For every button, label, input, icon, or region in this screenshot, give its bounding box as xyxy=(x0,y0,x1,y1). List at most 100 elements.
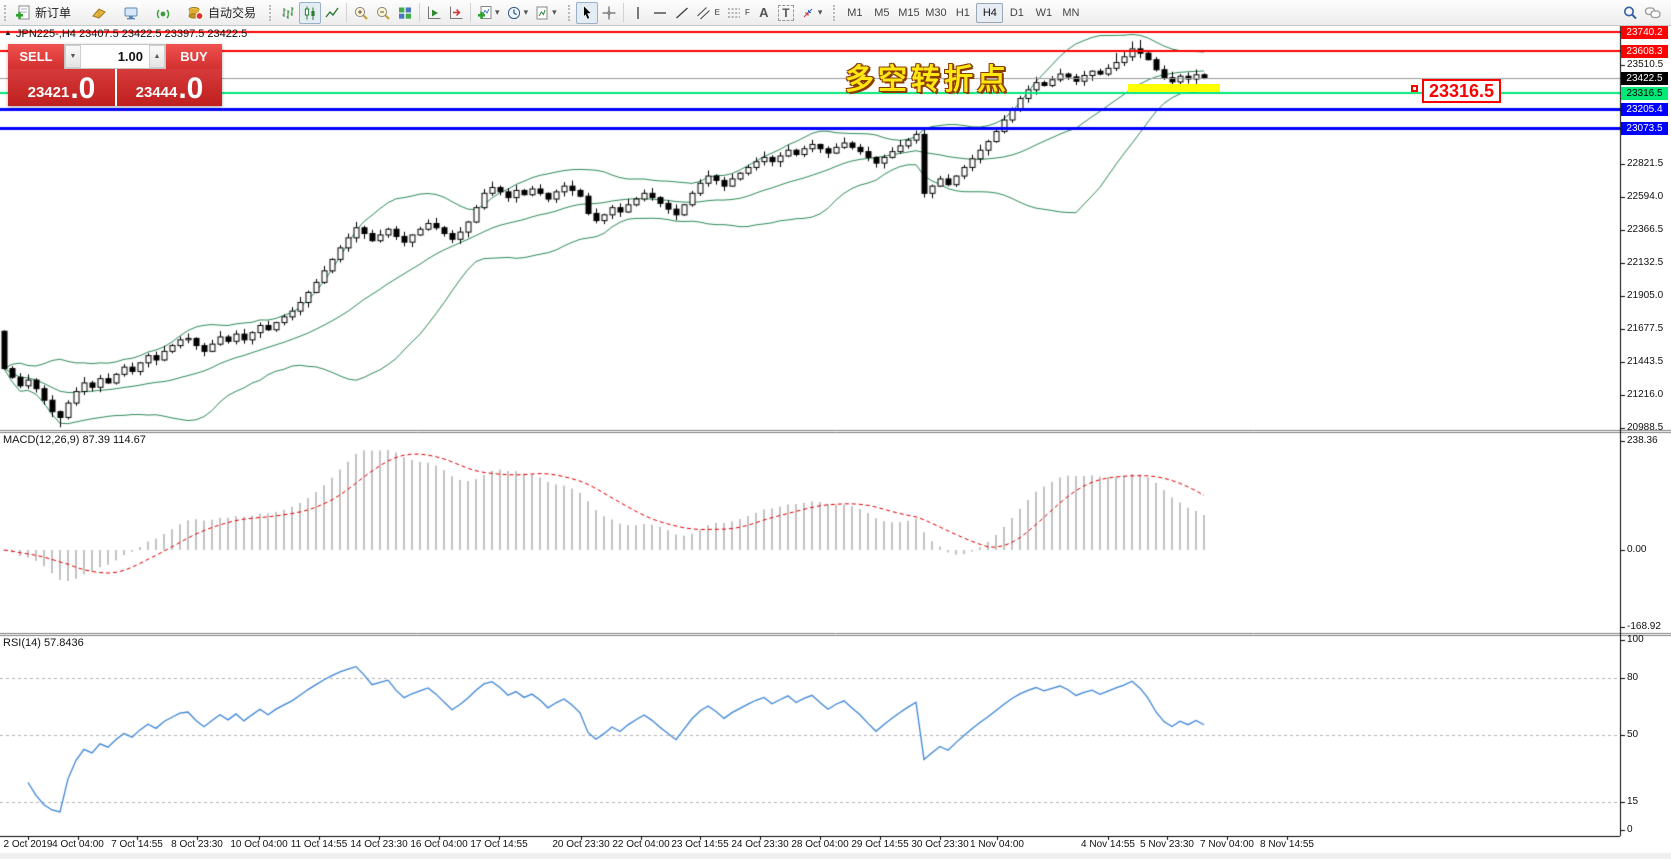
time-axis-label: 7 Oct 14:55 xyxy=(111,839,163,850)
time-axis-label: 17 Oct 14:55 xyxy=(470,839,528,850)
price-flag-label[interactable]: 23316.5 xyxy=(1422,79,1502,103)
bar-chart-button[interactable] xyxy=(277,2,299,24)
zoom-out-icon xyxy=(375,5,391,21)
text-tool-glyph: A xyxy=(759,5,769,20)
price-line-badge: 23205.4 xyxy=(1621,103,1668,117)
price-line-badge: 23608.3 xyxy=(1621,45,1668,59)
volume-input[interactable] xyxy=(81,45,149,68)
rsi-axis-tick: 15 xyxy=(1627,795,1639,807)
new-order-button[interactable]: 新订单 xyxy=(12,2,74,24)
buy-price-dec: .0 xyxy=(178,72,204,105)
periods-button[interactable]: ▾ xyxy=(503,2,532,24)
signals-button[interactable] xyxy=(152,2,174,24)
timeframe-h1[interactable]: H1 xyxy=(955,6,970,19)
price-axis-tick: 21677.5 xyxy=(1627,322,1664,334)
timeframe-m5[interactable]: M5 xyxy=(874,6,890,19)
toolbar-grip xyxy=(4,4,8,21)
time-axis-label: 14 Oct 23:30 xyxy=(350,839,408,850)
toolbar-grip xyxy=(567,4,572,21)
text-label-button[interactable]: T xyxy=(775,2,797,24)
buy-price-panel[interactable]: 23444 .0 xyxy=(115,69,222,106)
timeframe-d1[interactable]: D1 xyxy=(1009,6,1024,19)
volume-down-button[interactable]: ▼ xyxy=(65,45,81,68)
volume-up-button[interactable]: ▲ xyxy=(149,45,165,68)
buy-button[interactable]: BUY xyxy=(166,44,222,69)
time-axis-label: 4 Nov 14:55 xyxy=(1081,839,1135,850)
toolbar: 新订单 自动交易 ▾ ▾ xyxy=(0,0,1671,26)
line-chart-button[interactable] xyxy=(321,2,343,24)
vps-button[interactable] xyxy=(120,2,142,24)
chart-shift-button[interactable] xyxy=(445,2,467,24)
autotrade-button[interactable]: 自动交易 xyxy=(184,2,259,24)
price-chart-canvas[interactable] xyxy=(0,26,1671,859)
price-axis-tick: 20988.5 xyxy=(1627,421,1664,433)
gold-book-icon xyxy=(91,5,107,21)
chart-shift-icon xyxy=(448,5,464,21)
price-axis-tick: 21216.0 xyxy=(1627,389,1664,401)
timeframe-group: M1 M5 M15 M30 H1 H4 D1 W1 MN xyxy=(841,2,1084,23)
sell-price-dec: .0 xyxy=(70,72,96,105)
dropdown-icon[interactable]: ▾ xyxy=(817,7,823,17)
zoom-in-button[interactable] xyxy=(350,2,372,24)
time-axis-label: 4 Oct 04:00 xyxy=(52,839,104,850)
auto-scroll-button[interactable] xyxy=(423,2,445,24)
time-axis-label: 1 Nov 04:00 xyxy=(970,839,1024,850)
rsi-indicator-label: RSI(14) 57.8436 xyxy=(3,637,84,649)
price-flag-marker xyxy=(1411,85,1418,92)
time-axis-label: 8 Nov 14:55 xyxy=(1260,839,1314,850)
templates-button[interactable]: ▾ xyxy=(531,2,560,24)
cursor-button[interactable] xyxy=(575,1,598,24)
cursor-icon xyxy=(579,5,595,21)
sell-button[interactable]: SELL xyxy=(8,44,64,69)
toolbar-separator xyxy=(419,3,421,22)
collapse-triangle-icon[interactable]: ▲ xyxy=(4,28,12,37)
vertical-line-button[interactable] xyxy=(627,2,649,24)
time-axis-label: 24 Oct 23:30 xyxy=(731,839,789,850)
signal-icon xyxy=(155,5,171,21)
tile-windows-button[interactable] xyxy=(394,2,416,24)
time-axis-label: 16 Oct 04:00 xyxy=(410,839,468,850)
timeframe-w1[interactable]: W1 xyxy=(1035,6,1053,19)
price-axis-tick: 22132.5 xyxy=(1627,257,1664,269)
dropdown-icon[interactable]: ▾ xyxy=(523,7,529,17)
candlestick-chart-button[interactable] xyxy=(299,1,322,24)
sell-price-int: 23421 xyxy=(27,84,70,101)
turning-point-annotation[interactable]: 多空转折点 xyxy=(845,64,1011,96)
sell-price-panel[interactable]: 23421 .0 xyxy=(8,69,115,106)
toolbar-grip xyxy=(833,4,837,21)
equidistant-channel-button[interactable]: E xyxy=(693,2,723,24)
dropdown-icon[interactable]: ▾ xyxy=(495,7,500,17)
zoom-in-icon xyxy=(353,5,369,21)
chat-icon xyxy=(1644,5,1662,21)
timeframe-mn[interactable]: MN xyxy=(1062,6,1080,19)
chat-button[interactable] xyxy=(1641,2,1665,24)
timeframe-m1[interactable]: M1 xyxy=(847,6,863,19)
zoom-out-button[interactable] xyxy=(372,2,394,24)
price-line-badge: 23740.2 xyxy=(1621,26,1668,40)
arrows-button[interactable]: ▾ xyxy=(797,2,826,24)
yellow-highlight-bar[interactable] xyxy=(1128,84,1220,92)
timeframe-m15[interactable]: M15 xyxy=(898,6,920,19)
horizontal-line-button[interactable] xyxy=(649,2,671,24)
fibonacci-icon xyxy=(726,5,743,21)
fibonacci-button[interactable]: F xyxy=(723,2,753,24)
price-line-badge: 23422.5 xyxy=(1621,72,1668,85)
channel-tag: E xyxy=(714,8,720,17)
indicators-button[interactable]: ▾ xyxy=(474,2,503,24)
price-axis-tick: 22821.5 xyxy=(1627,158,1664,170)
trendline-icon xyxy=(674,5,690,21)
timeframe-m30[interactable]: M30 xyxy=(925,6,947,19)
new-order-label: 新订单 xyxy=(35,6,72,20)
market-button[interactable] xyxy=(88,2,110,24)
time-axis-label: 28 Oct 04:00 xyxy=(791,839,849,850)
dropdown-icon[interactable]: ▾ xyxy=(552,7,557,17)
macd-indicator-label: MACD(12,26,9) 87.39 114.67 xyxy=(3,434,146,446)
crosshair-button[interactable] xyxy=(598,2,620,24)
text-button[interactable]: A xyxy=(753,2,775,24)
trendline-button[interactable] xyxy=(671,2,693,24)
timeframe-h4[interactable]: H4 xyxy=(976,2,1004,23)
monitor-icon xyxy=(123,5,139,21)
one-click-trading-panel: SELL ▼ ▲ BUY 23421 .0 23444 .0 xyxy=(8,44,222,106)
search-button[interactable] xyxy=(1619,2,1641,24)
price-line-badge: 23316.5 xyxy=(1621,87,1668,101)
